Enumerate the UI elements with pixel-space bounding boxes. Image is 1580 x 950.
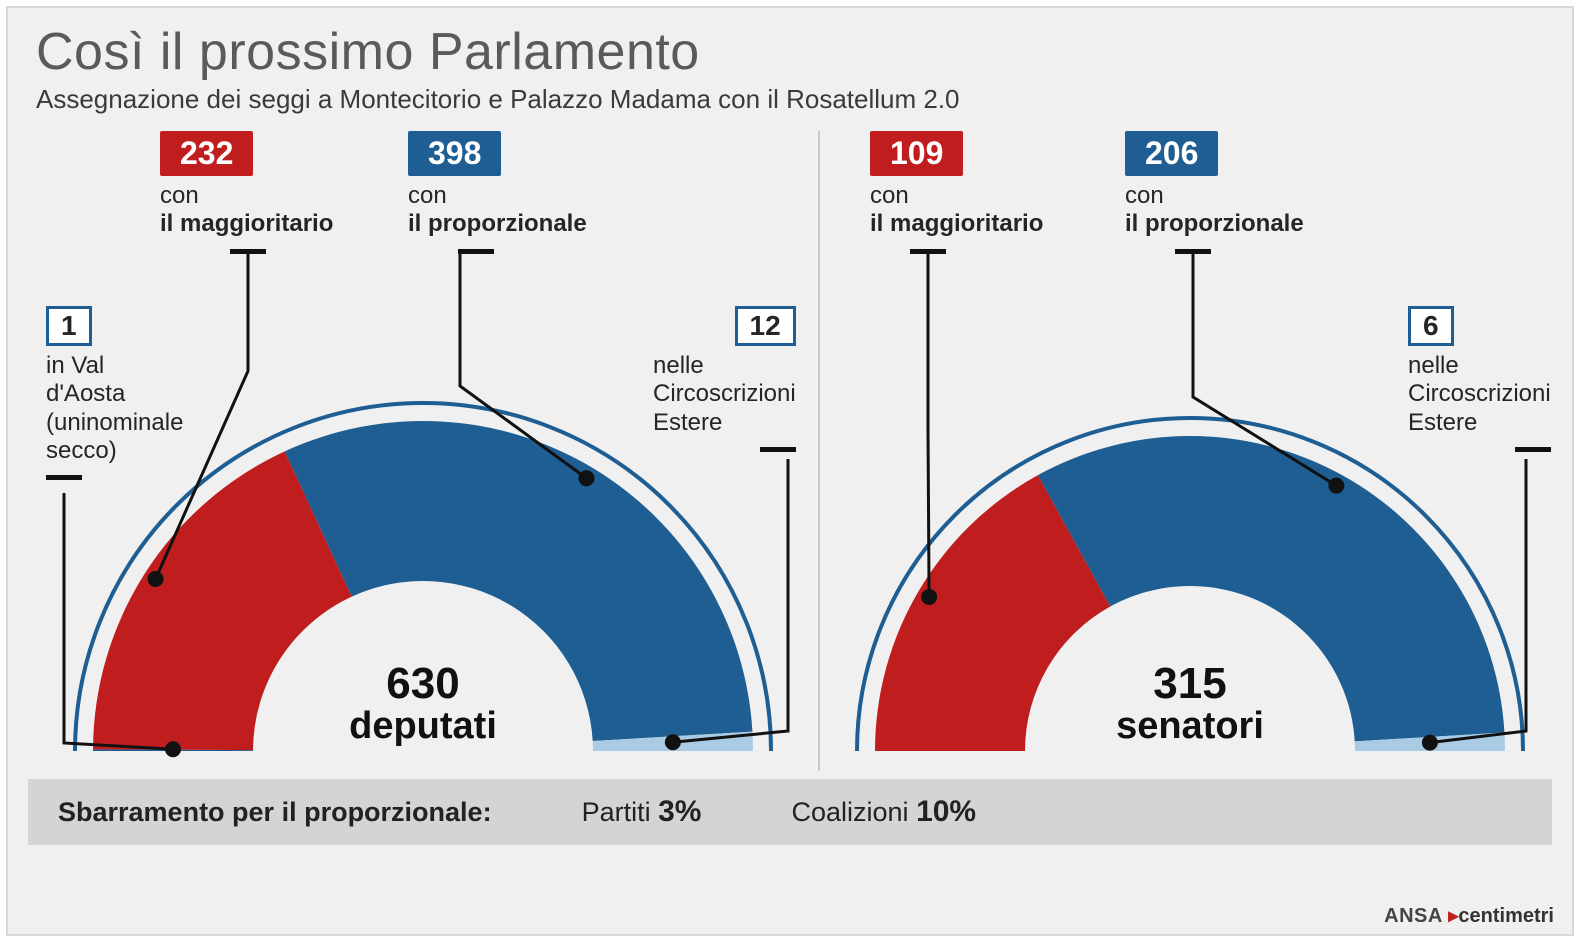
charts-row: 1 in Val d'Aosta (uninominale secco) 232… [8,121,1572,771]
camera-panel: 1 in Val d'Aosta (uninominale secco) 232… [28,131,818,771]
footer-bar: Sbarramento per il proporzionale: Partit… [28,779,1552,845]
logo-arrow-icon: ▸ [1448,905,1458,927]
footer-lead: Sbarramento per il proporzionale: [58,797,492,828]
page-title: Così il prossimo Parlamento [36,22,1544,82]
camera-total: 630 deputati [283,659,563,748]
footer-coalizioni: Coalizioni 10% [791,795,976,829]
header: Così il prossimo Parlamento Assegnazione… [8,8,1572,121]
senato-panel: 109 con il maggioritario 206 con il prop… [818,131,1548,771]
infographic-frame: Così il prossimo Parlamento Assegnazione… [6,6,1574,936]
page-subtitle: Assegnazione dei seggi a Montecitorio e … [36,84,1544,115]
footer-partiti: Partiti 3% [582,795,702,829]
credit: ANSA ▸centimetri [1384,903,1554,928]
senato-total: 315 senatori [1050,659,1330,748]
